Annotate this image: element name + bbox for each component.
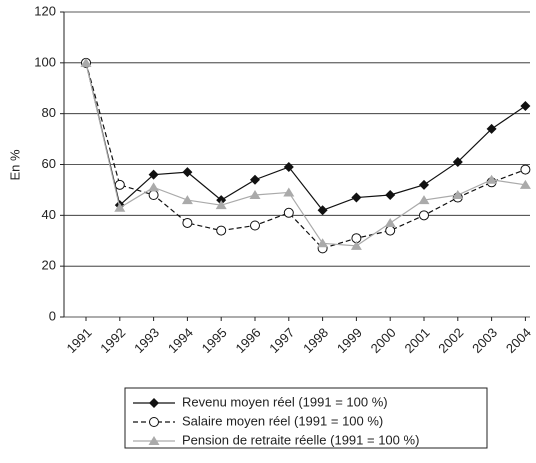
data-point [351, 192, 362, 203]
data-point [114, 202, 126, 212]
x-tick-label: 1995 [199, 325, 230, 356]
x-tick-label: 1996 [232, 325, 263, 356]
data-point [148, 190, 159, 200]
data-point [80, 57, 92, 67]
x-tick-label: 2000 [368, 325, 399, 356]
data-point [452, 156, 463, 167]
data-point [452, 190, 464, 199]
y-tick-label: 20 [42, 258, 56, 273]
data-point [182, 217, 193, 228]
y-tick-label: 80 [42, 105, 56, 120]
data-point [283, 187, 295, 197]
data-point [250, 174, 260, 185]
x-tick-label: 2004 [503, 325, 534, 356]
data-point [419, 179, 429, 190]
data-point [385, 190, 396, 200]
legend-box [124, 387, 488, 449]
y-tick-label: 40 [42, 207, 56, 222]
data-point [519, 179, 531, 189]
x-tick-label: 2002 [435, 325, 466, 356]
data-point [385, 225, 396, 236]
data-point [215, 200, 227, 210]
legend-marker [149, 398, 159, 408]
data-point [283, 207, 294, 218]
series-line [85, 62, 526, 250]
data-point [418, 195, 430, 205]
data-point [148, 182, 160, 192]
legend-label: Salaire moyen réel (1991 = 100 %) [182, 413, 383, 428]
x-tick-label: 2001 [401, 325, 432, 356]
legend-marker [149, 417, 159, 427]
legend-label: Pension de retraite réelle (1991 = 100 %… [182, 432, 419, 447]
data-point [148, 169, 159, 180]
data-point [114, 179, 125, 190]
legend-marker [148, 436, 160, 445]
data-point [317, 205, 328, 216]
series-line [85, 62, 526, 247]
x-tick-label: 1997 [266, 325, 297, 356]
y-tick-label: 0 [49, 308, 56, 323]
data-point [216, 195, 227, 206]
data-point [419, 210, 429, 221]
series-line [85, 62, 526, 211]
data-point [249, 190, 261, 199]
x-tick-label: 2003 [469, 325, 500, 356]
data-point [216, 225, 227, 236]
data-point [520, 164, 531, 175]
data-point [283, 162, 294, 173]
data-point [250, 220, 260, 231]
data-point [317, 238, 329, 248]
data-point [182, 167, 193, 178]
data-point [384, 217, 396, 227]
x-tick-label: 1998 [300, 325, 331, 356]
x-tick-label: 1999 [334, 325, 365, 356]
y-tick-label: 100 [34, 54, 56, 69]
x-tick-label: 1991 [63, 325, 94, 356]
data-point [520, 101, 531, 112]
y-tick-label: 120 [34, 3, 56, 18]
legend-label: Revenu moyen réel (1991 = 100 %) [182, 394, 388, 409]
data-point [350, 240, 362, 250]
y-tick-label: 60 [42, 156, 56, 171]
x-tick-label: 1994 [165, 325, 196, 356]
data-point [486, 174, 498, 184]
x-tick-label: 1992 [97, 325, 128, 356]
data-point [181, 195, 193, 205]
x-tick-label: 1993 [131, 325, 162, 356]
y-axis-label: En % [7, 149, 22, 181]
data-point [486, 123, 497, 134]
